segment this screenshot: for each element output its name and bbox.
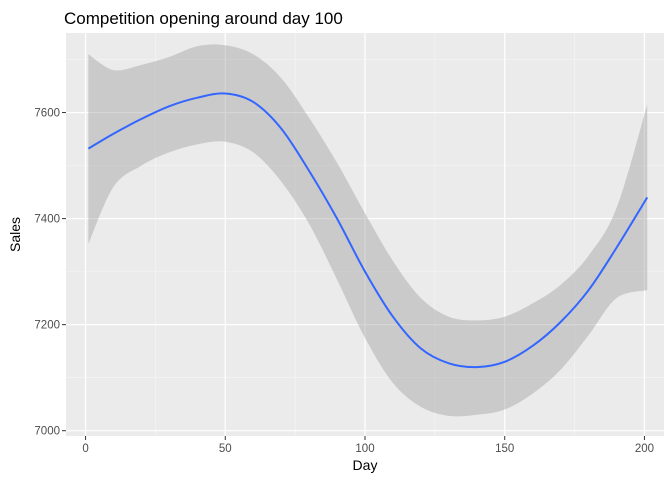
- x-tick-label: 150: [495, 443, 514, 455]
- x-axis: 0 50 100 150 200: [82, 436, 654, 455]
- y-tick-label: 7600: [34, 108, 60, 120]
- y-tick-label: 7000: [34, 426, 60, 438]
- major-gridlines: [66, 33, 664, 436]
- chart-title: Competition opening around day 100: [64, 9, 343, 28]
- y-axis-title: Sales: [7, 217, 23, 252]
- x-axis-title: Day: [353, 457, 378, 473]
- x-tick-label: 100: [355, 443, 374, 455]
- x-tick-label: 0: [82, 443, 88, 455]
- y-axis: 7000 7200 7400 7600: [34, 108, 66, 438]
- x-tick-label: 200: [635, 443, 654, 455]
- y-tick-label: 7200: [34, 320, 60, 332]
- smooth-trend-line: [87, 92, 649, 369]
- confidence-ribbon: [88, 44, 648, 417]
- x-tick-label: 50: [219, 443, 232, 455]
- y-tick-label: 7400: [34, 214, 60, 226]
